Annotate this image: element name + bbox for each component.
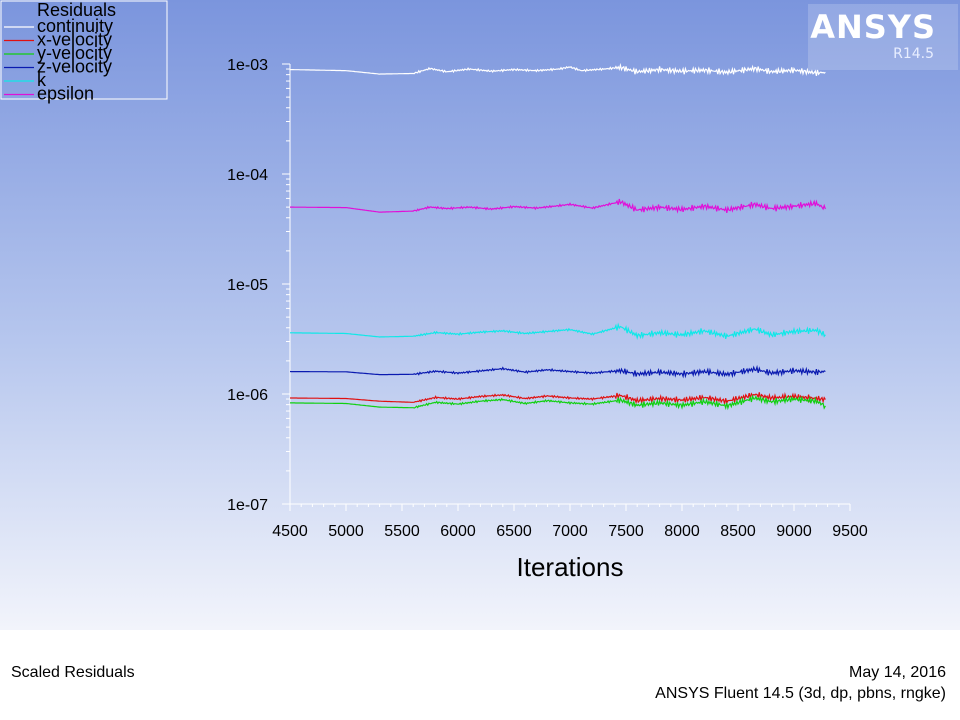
y-tick-label: 1e-04 — [227, 167, 268, 184]
legend-box — [0, 0, 168, 100]
series-line-k — [290, 322, 826, 340]
legend-entry-continuity: continuity — [37, 16, 113, 36]
x-axis-title: Iterations — [517, 552, 624, 582]
footer-date: May 14, 2016 — [849, 664, 946, 681]
footer-bar: Scaled Residuals May 14, 2016 ANSYS Flue… — [0, 630, 960, 720]
footer-solver-info: ANSYS Fluent 14.5 (3d, dp, pbns, rngke) — [655, 685, 946, 702]
legend-entry-z-velocity: z-velocity — [37, 57, 112, 77]
series-line-continuity — [290, 62, 826, 77]
x-tick-label: 5500 — [384, 523, 420, 540]
y-tick-label: 1e-07 — [227, 497, 268, 514]
logo-version: R14.5 — [893, 46, 934, 62]
y-tick-label: 1e-03 — [227, 57, 268, 74]
legend-entry-x-velocity: x-velocity — [37, 30, 112, 50]
legend-entry-epsilon: epsilon — [37, 84, 94, 104]
x-tick-label: 8500 — [720, 523, 756, 540]
logo-name: ANSYS — [810, 8, 936, 46]
x-tick-label: 8000 — [664, 523, 700, 540]
series-line-x-velocity — [290, 392, 826, 405]
legend-title: Residuals — [37, 0, 116, 20]
footer-plot-title: Scaled Residuals — [11, 664, 135, 681]
plot-area: 4500 5000 5500 6000 6500 7000 7500 8000 8500 9000… — [0, 0, 960, 630]
x-tick-label: 6500 — [496, 523, 532, 540]
x-tick-label: 4500 — [272, 523, 308, 540]
x-tick-label: 7500 — [608, 523, 644, 540]
legend-entry-k: k — [37, 70, 47, 90]
series-line-y-velocity — [290, 394, 826, 411]
legend-entry-y-velocity: y-velocity — [37, 43, 112, 63]
ansys-logo: ANSYS R14.5 — [808, 4, 958, 70]
y-tick-label: 1e-05 — [227, 277, 268, 294]
x-tick-label: 6000 — [440, 523, 476, 540]
x-tick-label: 7000 — [552, 523, 588, 540]
series-line-z-velocity — [289, 364, 826, 379]
y-tick-label: 1e-06 — [227, 387, 268, 404]
residuals-chart: 4500 5000 5500 6000 6500 7000 7500 8000 8500 9000… — [0, 0, 868, 582]
x-tick-label: 9000 — [776, 523, 812, 540]
x-tick-label: 5000 — [328, 523, 364, 540]
series-line-epsilon — [290, 198, 826, 214]
x-tick-label: 9500 — [832, 523, 868, 540]
